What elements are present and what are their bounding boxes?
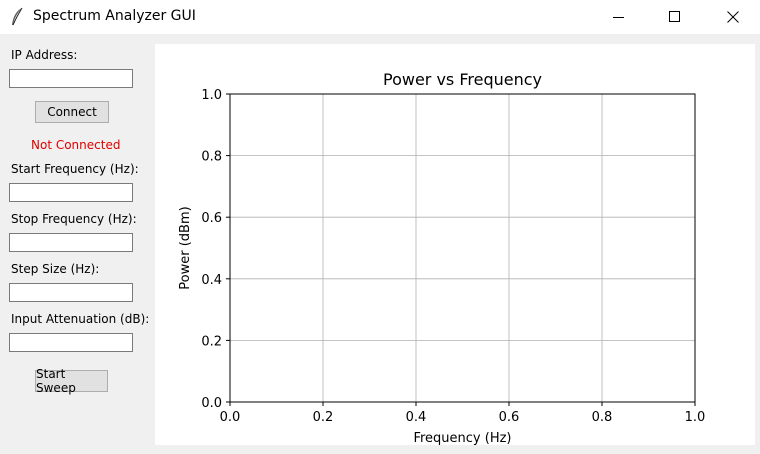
start-frequency-label: Start Frequency (Hz): bbox=[11, 162, 139, 176]
x-tick-label: 0.0 bbox=[220, 410, 241, 425]
connect-button[interactable]: Connect bbox=[35, 101, 109, 123]
x-tick-label: 0.4 bbox=[406, 410, 427, 425]
x-axis-label: Frequency (Hz) bbox=[413, 431, 511, 445]
minimize-button[interactable] bbox=[592, 0, 646, 34]
step-size-input[interactable] bbox=[9, 283, 133, 302]
input-attenuation-label: Input Attenuation (dB): bbox=[11, 312, 150, 326]
close-button[interactable] bbox=[706, 0, 760, 34]
y-tick-label: 0.0 bbox=[201, 396, 222, 411]
input-attenuation-input[interactable] bbox=[9, 333, 133, 352]
start-sweep-button[interactable]: Start Sweep bbox=[35, 367, 108, 395]
y-tick-label: 0.2 bbox=[201, 334, 222, 349]
minimize-icon bbox=[613, 17, 624, 18]
y-tick-label: 1.0 bbox=[201, 88, 222, 103]
step-size-label: Step Size (Hz): bbox=[11, 262, 100, 276]
window-title: Spectrum Analyzer GUI bbox=[33, 8, 196, 24]
maximize-button[interactable] bbox=[648, 0, 702, 34]
maximize-icon bbox=[669, 11, 680, 22]
stop-frequency-input[interactable] bbox=[9, 233, 133, 252]
feather-icon bbox=[12, 7, 23, 26]
start-frequency-input[interactable] bbox=[9, 183, 133, 202]
x-tick-label: 0.2 bbox=[313, 410, 334, 425]
y-tick-label: 0.4 bbox=[201, 273, 222, 288]
title-bar[interactable]: Spectrum Analyzer GUI bbox=[0, 0, 760, 34]
x-tick-label: 0.8 bbox=[592, 410, 613, 425]
y-tick-label: 0.6 bbox=[201, 211, 222, 226]
y-axis-label: Power (dBm) bbox=[178, 206, 193, 289]
chart-title: Power vs Frequency bbox=[383, 70, 542, 89]
ip-address-label: IP Address: bbox=[11, 48, 78, 62]
x-tick-label: 1.0 bbox=[685, 410, 706, 425]
connection-status: Not Connected bbox=[31, 138, 121, 152]
plot-canvas[interactable]: 0.0 0.2 0.4 0.6 0.8 1.0 0.0 0.2 0.4 0.6 0.8 1.0 Pow… bbox=[155, 44, 755, 445]
axes-frame bbox=[229, 93, 696, 403]
y-tick-label: 0.8 bbox=[201, 150, 222, 165]
power-frequency-chart: 0.0 0.2 0.4 0.6 0.8 1.0 0.0 0.2 0.4 0.6 0.8 1.0 Pow… bbox=[178, 70, 706, 445]
close-icon bbox=[727, 11, 739, 23]
stop-frequency-label: Stop Frequency (Hz): bbox=[11, 212, 137, 226]
ip-address-input[interactable] bbox=[9, 69, 133, 88]
x-tick-label: 0.6 bbox=[499, 410, 520, 425]
